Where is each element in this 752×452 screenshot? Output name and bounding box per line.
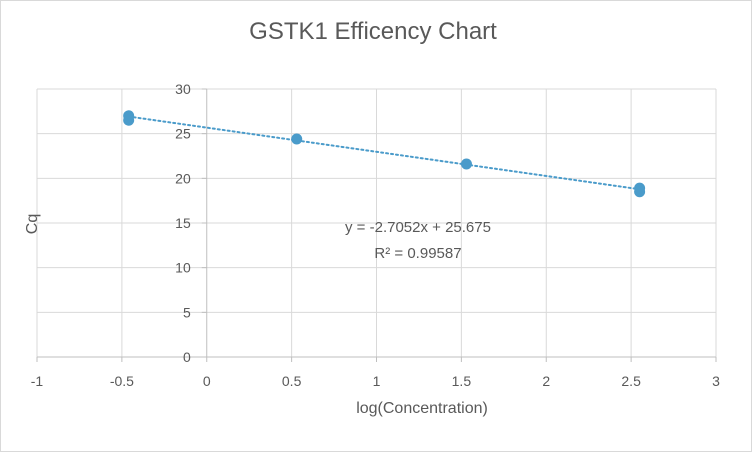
data-point <box>291 133 303 145</box>
trendline-equation: y = -2.7052x + 25.675 <box>345 219 491 236</box>
data-point <box>634 186 646 198</box>
y-tick-label: 0 <box>183 349 191 365</box>
trendline <box>127 115 641 191</box>
x-tick-label: 1.5 <box>452 373 472 389</box>
x-tick-label: 2.5 <box>621 373 641 389</box>
y-axis-title: Cq <box>24 214 41 234</box>
x-tick-label: -0.5 <box>110 373 134 389</box>
r-squared-label: R² = 0.99587 <box>374 245 461 262</box>
x-tick-label: 1 <box>373 373 381 389</box>
x-tick-label: 3 <box>712 373 720 389</box>
grid <box>36 88 717 357</box>
trendline-group <box>127 115 641 191</box>
y-tick-label: 5 <box>183 304 191 320</box>
x-axis-title: log(Concentration) <box>356 400 488 417</box>
x-tick-label: 0.5 <box>282 373 302 389</box>
y-tick-label: 25 <box>175 126 191 142</box>
data-points <box>123 110 646 198</box>
axes <box>36 88 717 362</box>
y-tick-label: 30 <box>175 81 191 97</box>
x-tick-label: -1 <box>31 373 44 389</box>
chart-title: GSTK1 Efficency Chart <box>249 18 497 45</box>
y-tick-label: 10 <box>175 260 191 276</box>
y-tick-label: 15 <box>175 215 191 231</box>
x-tick-label: 2 <box>542 373 550 389</box>
data-point <box>460 158 472 170</box>
x-tick-label: 0 <box>203 373 211 389</box>
y-tick-label: 20 <box>175 170 191 186</box>
data-point <box>123 114 135 126</box>
